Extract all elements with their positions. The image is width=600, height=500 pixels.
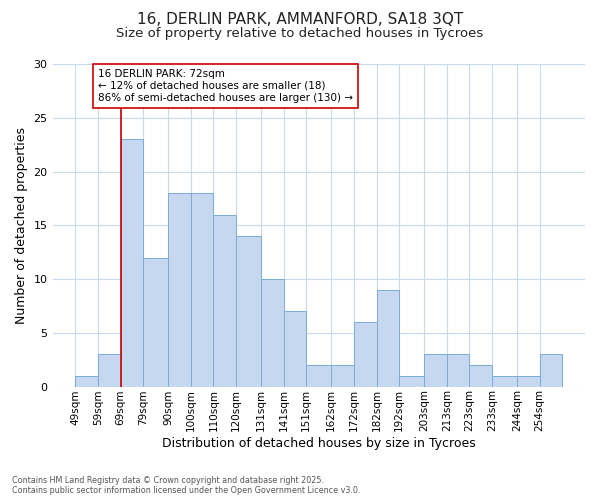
Bar (469, 365, 492, 386)
Bar (492, 376, 517, 386)
X-axis label: Distribution of detached houses by size in Tycroes: Distribution of detached houses by size … (162, 437, 476, 450)
Bar (539, 354, 562, 386)
Bar (399, 376, 424, 386)
Text: Size of property relative to detached houses in Tycroes: Size of property relative to detached ho… (116, 28, 484, 40)
Bar (214, 214, 236, 386)
Bar (354, 322, 377, 386)
Bar (143, 258, 168, 386)
Bar (284, 312, 307, 386)
Bar (517, 376, 539, 386)
Text: 16 DERLIN PARK: 72sqm
← 12% of detached houses are smaller (18)
86% of semi-deta: 16 DERLIN PARK: 72sqm ← 12% of detached … (98, 70, 353, 102)
Text: Contains HM Land Registry data © Crown copyright and database right 2025.
Contai: Contains HM Land Registry data © Crown c… (12, 476, 361, 495)
Bar (191, 193, 214, 386)
Bar (331, 365, 354, 386)
Bar (307, 365, 331, 386)
Bar (377, 290, 399, 386)
Bar (261, 279, 284, 386)
Y-axis label: Number of detached properties: Number of detached properties (15, 127, 28, 324)
Bar (75, 376, 98, 386)
Text: 16, DERLIN PARK, AMMANFORD, SA18 3QT: 16, DERLIN PARK, AMMANFORD, SA18 3QT (137, 12, 463, 28)
Bar (98, 354, 121, 386)
Bar (121, 140, 143, 386)
Bar (168, 193, 191, 386)
Bar (236, 236, 261, 386)
Bar (447, 354, 469, 386)
Bar (424, 354, 447, 386)
